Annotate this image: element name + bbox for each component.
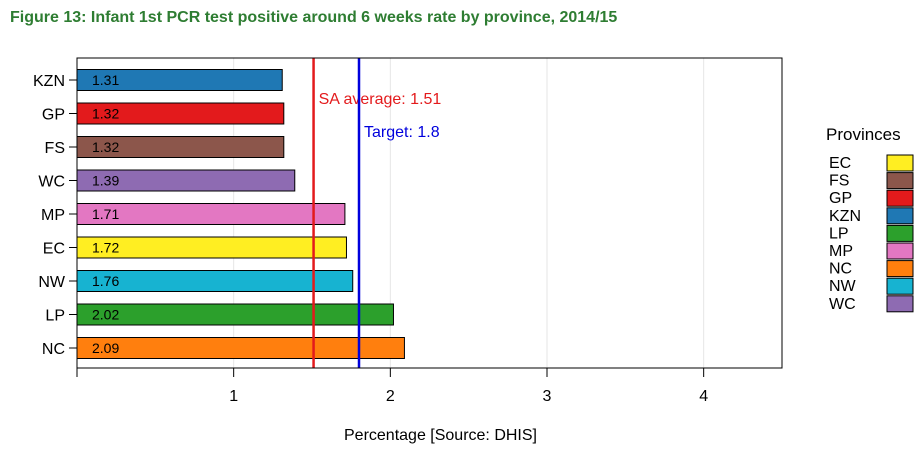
legend-title: Provinces [826, 125, 901, 144]
legend-label-wc: WC [829, 296, 856, 313]
bar-value-label-kzn: 1.31 [92, 72, 119, 88]
figure-title: Figure 13: Infant 1st PCR test positive … [10, 9, 618, 26]
bar-value-label-wc: 1.39 [92, 173, 119, 189]
x-tick-label-3: 3 [543, 388, 552, 405]
bar-nc [76, 337, 405, 359]
y-tick-label-wc: WC [38, 174, 65, 191]
y-tick-label-mp: MP [41, 207, 65, 224]
legend-label-fs: FS [829, 173, 849, 190]
legend-swatch-fs [886, 172, 914, 190]
legend-label-lp: LP [829, 225, 849, 242]
reference-lines: SA average: 1.51 Target: 1.8 [312, 58, 442, 368]
bar-lp [76, 303, 394, 326]
legend-swatch-ec [886, 154, 914, 172]
y-tick-label-lp: LP [45, 308, 65, 325]
x-tick-label-4: 4 [699, 388, 708, 405]
y-tick-label-nw: NW [38, 274, 66, 291]
legend-label-mp: MP [829, 243, 853, 260]
legend-swatch-wc [886, 295, 914, 313]
legend-label-ec: EC [829, 155, 851, 172]
legend-swatch-mp [886, 242, 914, 260]
y-tick-label-ec: EC [43, 241, 65, 258]
x-tick-label-1: 1 [229, 388, 238, 405]
bar-value-label-mp: 1.71 [92, 206, 119, 222]
legend-label-gp: GP [829, 190, 852, 207]
y-tick-label-fs: FS [45, 140, 65, 157]
bar-value-label-gp: 1.32 [92, 106, 119, 122]
legend-label-nw: NW [829, 278, 857, 295]
legend-swatch-nc [886, 260, 914, 278]
x-axis-label: Percentage [Source: DHIS] [344, 427, 537, 444]
legend-swatch-nw [886, 277, 914, 295]
sa-average-label: SA average: 1.51 [319, 91, 442, 108]
bar-value-label-nw: 1.76 [92, 273, 119, 289]
legend-swatch-kzn [886, 207, 914, 225]
legend-label-nc: NC [829, 261, 852, 278]
legend-swatch-lp [886, 224, 914, 242]
y-tick-label-nc: NC [42, 341, 65, 358]
target-label: Target: 1.8 [364, 124, 440, 141]
bar-value-label-fs: 1.32 [92, 139, 119, 155]
x-tick-label-2: 2 [386, 388, 395, 405]
y-tick-label-gp: GP [42, 107, 65, 124]
axes: 1 2 3 4 KZN GP FS WC MP EC NW LP NC [33, 73, 708, 405]
bar-value-label-nc: 2.09 [92, 340, 119, 356]
legend-label-kzn: KZN [829, 208, 861, 225]
y-tick-label-kzn: KZN [33, 73, 65, 90]
plot-frame [76, 57, 783, 369]
bar-value-label-ec: 1.72 [92, 240, 119, 256]
legend-swatch-gp [886, 189, 914, 207]
bar-value-label-lp: 2.02 [92, 307, 119, 323]
bars: 1.31 1.32 1.32 1.39 1.71 1.72 1.76 2.02 2.09 [76, 69, 405, 359]
